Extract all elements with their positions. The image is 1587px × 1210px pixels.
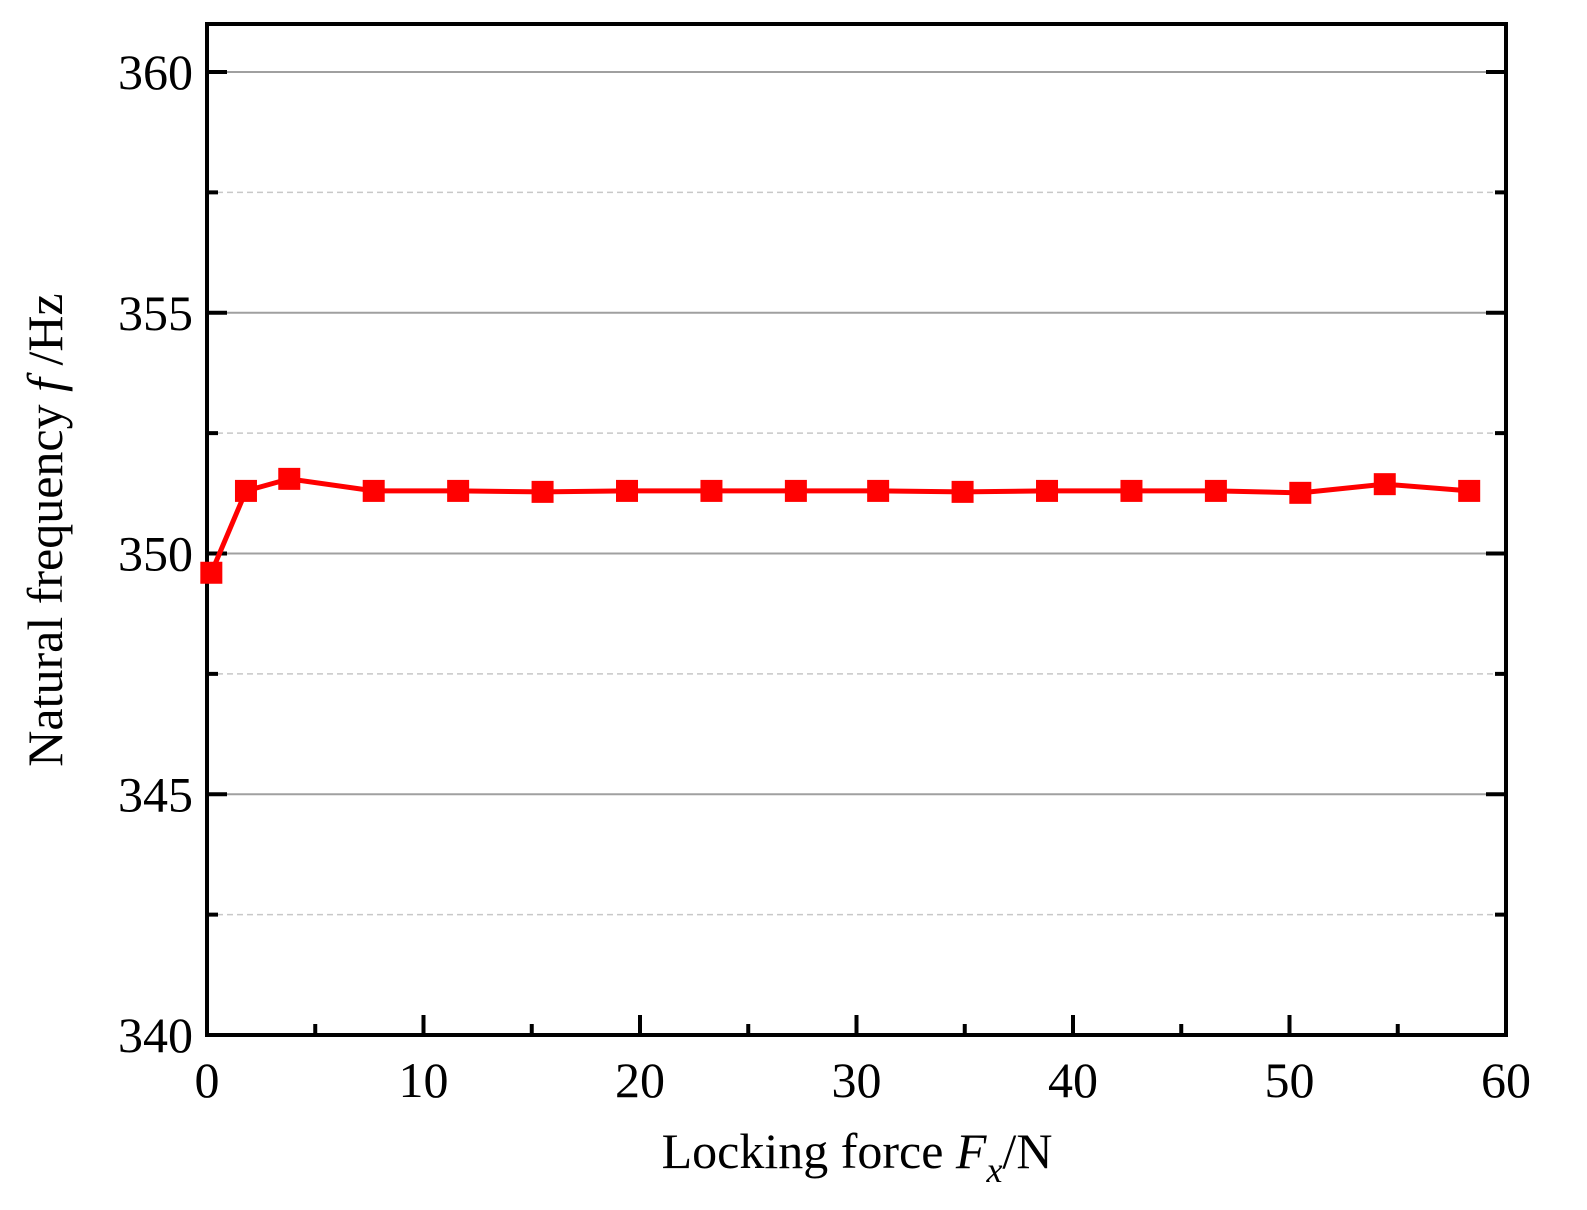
data-marker: [234, 479, 257, 502]
data-marker: [1120, 479, 1143, 502]
y-tick-label: 360: [118, 44, 193, 100]
x-label-var: F: [955, 1123, 987, 1179]
data-marker: [1458, 479, 1481, 502]
data-marker: [531, 480, 554, 503]
x-tick-label: 10: [399, 1052, 449, 1108]
data-marker: [362, 479, 385, 502]
y-axis-label: Natural frequency f /Hz: [17, 293, 73, 766]
x-tick-label: 20: [615, 1052, 665, 1108]
y-tick-label: 355: [118, 285, 193, 341]
data-marker: [278, 467, 301, 490]
y-tick-label: 350: [118, 526, 193, 582]
data-marker: [200, 561, 223, 584]
data-line: [209, 476, 1470, 574]
data-marker: [1204, 479, 1227, 502]
data-marker: [784, 479, 807, 502]
y-tick-label: 340: [118, 1007, 193, 1063]
x-tick-label: 60: [1481, 1052, 1531, 1108]
data-marker: [447, 479, 470, 502]
plot-frame: [205, 22, 1508, 1037]
data-marker: [616, 479, 639, 502]
x-tick-label: 30: [832, 1052, 882, 1108]
x-label-sub: x: [985, 1150, 1002, 1190]
x-label-text: Locking force: [662, 1123, 956, 1179]
x-tick-label: 40: [1048, 1052, 1098, 1108]
data-marker: [1036, 479, 1059, 502]
data-marker: [867, 479, 890, 502]
x-tick-label: 0: [195, 1052, 220, 1108]
y-label-text: Natural frequency: [17, 392, 73, 767]
y-label-unit: /Hz: [17, 293, 73, 378]
x-axis-label: Locking force Fx/N: [662, 1123, 1053, 1190]
data-marker: [1373, 473, 1396, 496]
data-marker: [951, 480, 974, 503]
data-marker: [1289, 481, 1312, 504]
y-tick-label: 345: [118, 766, 193, 822]
data-marker: [700, 479, 723, 502]
x-label-unit: /N: [1002, 1123, 1052, 1179]
x-tick-label: 50: [1265, 1052, 1315, 1108]
